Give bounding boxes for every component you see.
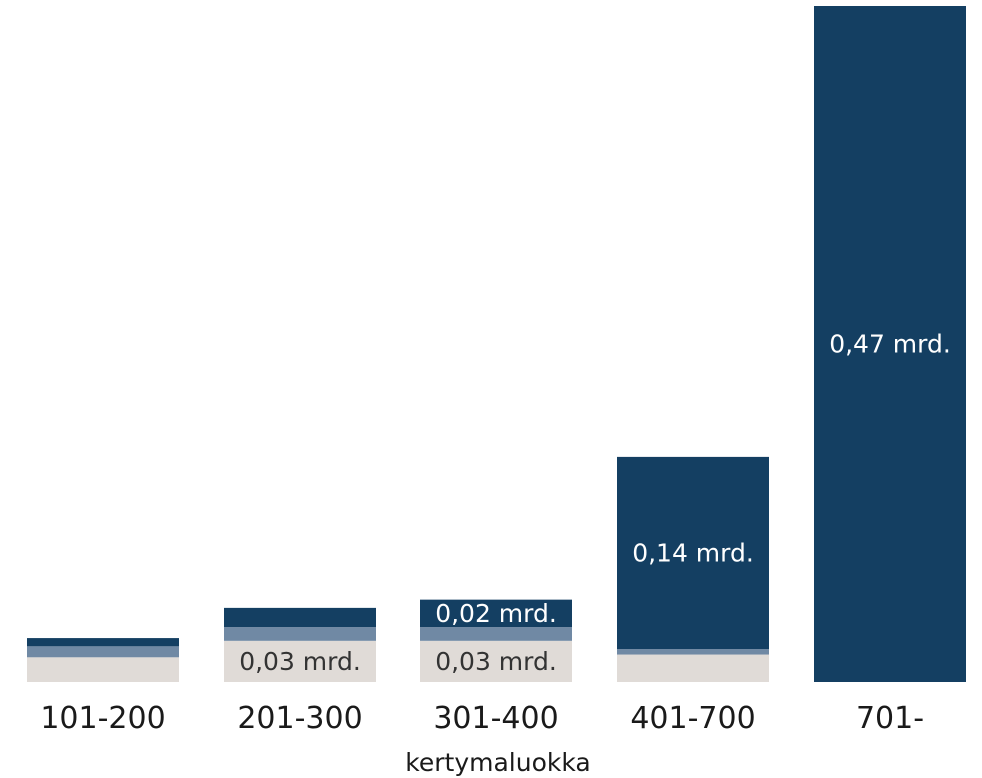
bar-segment-301-400-s0 [420,640,572,682]
bar-segment-401-700-s1 [617,649,769,655]
category-label-401-700: 401-700 [630,701,755,736]
bar-segment-301-400-s1 [420,627,572,641]
category-label-201-300: 201-300 [237,701,362,736]
bar-segment-201-300-s1 [224,627,376,641]
data-label-701--s2: 0,47 mrd. [829,330,951,359]
bar-segment-201-300-s2 [224,607,376,628]
bar-segment-101-200-s2 [27,638,179,647]
bar-segment-201-300-s0 [224,640,376,682]
data-label-201-300-s0: 0,03 mrd. [239,647,361,676]
category-label-301-400: 301-400 [433,701,558,736]
bar-segment-301-400-s2 [420,599,572,628]
bar-segment-701--s2 [814,6,966,682]
category-labels-group: 101-200 201-300 301-400 401-700 701- [40,701,924,736]
data-label-401-700-s2: 0,14 mrd. [632,538,754,567]
data-label-301-400-s0: 0,03 mrd. [435,647,557,676]
bars-group: 0,03 mrd. 0,03 mrd. 0,02 mrd. 0,14 mrd. 0,47… [27,6,966,682]
bar-segment-401-700-s2 [617,456,769,650]
x-axis-title: kertymaluokka [405,748,590,777]
data-label-301-400-s2: 0,02 mrd. [435,599,557,628]
category-label-101-200: 101-200 [40,701,165,736]
bar-segment-101-200-s0 [27,657,179,682]
category-label-701-: 701- [856,701,924,736]
bar-segment-401-700-s0 [617,654,769,682]
bar-segment-101-200-s1 [27,646,179,658]
